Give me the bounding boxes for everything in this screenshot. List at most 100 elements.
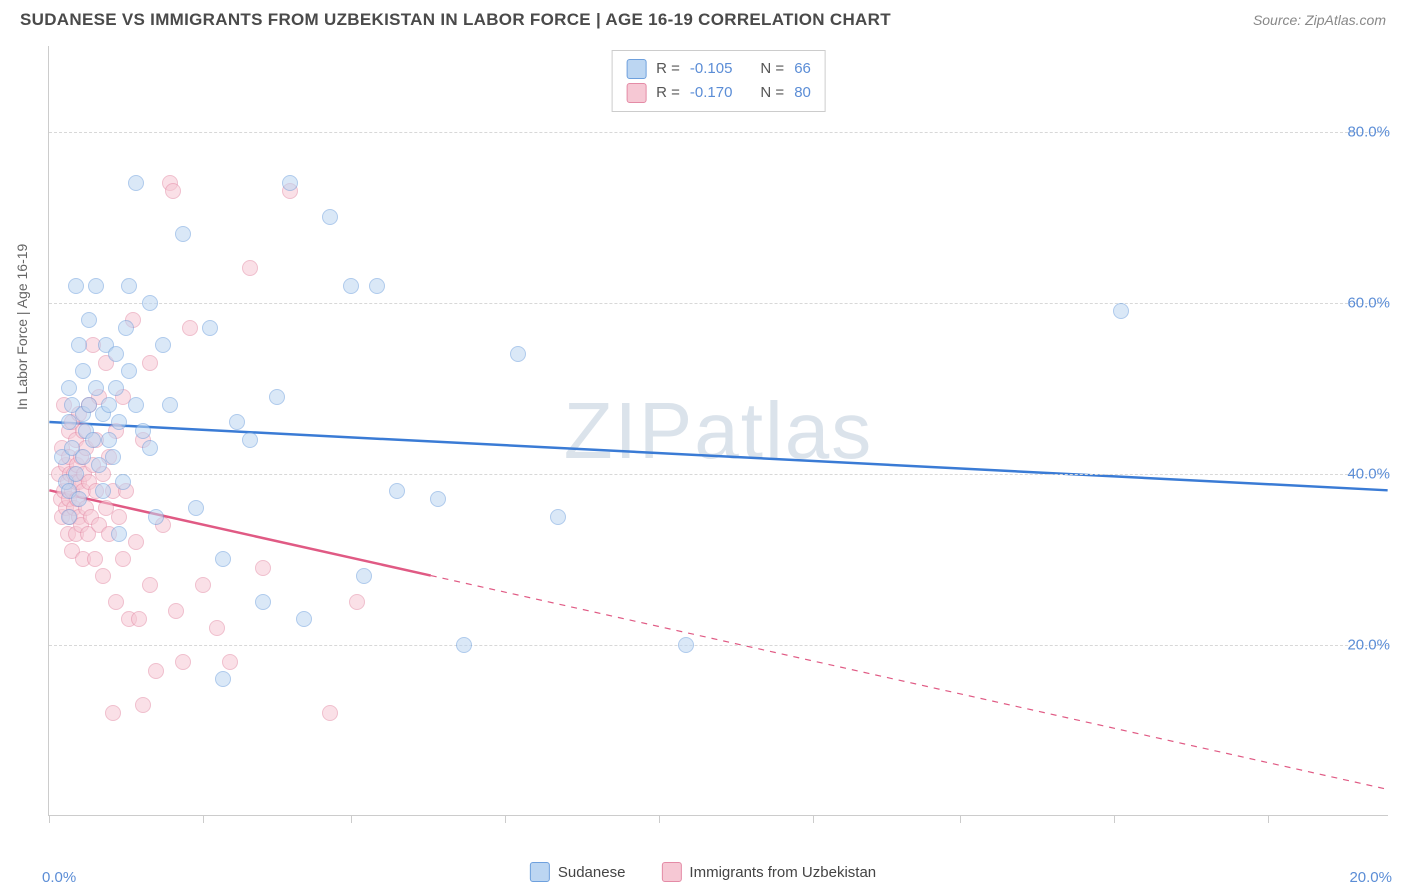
scatter-point (68, 278, 84, 294)
r-value-uzbek: -0.170 (690, 81, 733, 105)
scatter-point (61, 509, 77, 525)
x-tick (505, 815, 506, 823)
scatter-point (356, 568, 372, 584)
scatter-point (75, 449, 91, 465)
r-label: R = (656, 81, 680, 105)
n-value-sudanese: 66 (794, 57, 811, 81)
scatter-point (215, 671, 231, 687)
scatter-point (128, 175, 144, 191)
scatter-point (202, 320, 218, 336)
scatter-point (135, 697, 151, 713)
gridline (49, 645, 1388, 646)
scatter-point (222, 654, 238, 670)
chart-title: SUDANESE VS IMMIGRANTS FROM UZBEKISTAN I… (20, 10, 891, 30)
scatter-point (87, 551, 103, 567)
scatter-point (282, 175, 298, 191)
scatter-point (175, 226, 191, 242)
gridline (49, 132, 1388, 133)
scatter-point (101, 397, 117, 413)
scatter-point (142, 577, 158, 593)
scatter-point (175, 654, 191, 670)
scatter-point (155, 337, 171, 353)
scatter-point (255, 594, 271, 610)
scatter-point (118, 320, 134, 336)
series-legend: Sudanese Immigrants from Uzbekistan (530, 862, 876, 882)
scatter-point (115, 474, 131, 490)
x-tick (49, 815, 50, 823)
legend-row-uzbek: R = -0.170 N = 80 (626, 81, 811, 105)
scatter-point (142, 440, 158, 456)
scatter-point (111, 509, 127, 525)
y-axis-label: In Labor Force | Age 16-19 (14, 244, 30, 410)
scatter-point (242, 260, 258, 276)
scatter-point (229, 414, 245, 430)
scatter-point (121, 363, 137, 379)
scatter-point (322, 209, 338, 225)
scatter-point (81, 312, 97, 328)
gridline (49, 474, 1388, 475)
x-tick (960, 815, 961, 823)
scatter-point (255, 560, 271, 576)
x-tick (203, 815, 204, 823)
swatch-sudanese (626, 59, 646, 79)
scatter-point (349, 594, 365, 610)
legend-label-uzbek: Immigrants from Uzbekistan (689, 864, 876, 881)
scatter-point (115, 551, 131, 567)
r-label: R = (656, 57, 680, 81)
scatter-point (108, 594, 124, 610)
x-tick-last: 20.0% (1349, 869, 1392, 886)
scatter-point (88, 380, 104, 396)
gridline (49, 303, 1388, 304)
swatch-sudanese-bottom (530, 862, 550, 882)
scatter-point (111, 414, 127, 430)
scatter-point (108, 380, 124, 396)
scatter-point (550, 509, 566, 525)
scatter-point (343, 278, 359, 294)
scatter-point (389, 483, 405, 499)
y-tick-label: 80.0% (1347, 123, 1390, 140)
legend-item-uzbek: Immigrants from Uzbekistan (661, 862, 876, 882)
scatter-point (1113, 303, 1129, 319)
scatter-point (322, 705, 338, 721)
scatter-point (142, 295, 158, 311)
swatch-uzbek-bottom (661, 862, 681, 882)
scatter-point (678, 637, 694, 653)
scatter-point (242, 432, 258, 448)
scatter-point (430, 491, 446, 507)
scatter-point (85, 432, 101, 448)
scatter-chart: ZIPatlas R = -0.105 N = 66 R = -0.170 N … (48, 46, 1388, 816)
scatter-point (108, 346, 124, 362)
scatter-point (101, 432, 117, 448)
y-tick-label: 20.0% (1347, 636, 1390, 653)
scatter-point (68, 466, 84, 482)
scatter-point (105, 449, 121, 465)
scatter-point (188, 500, 204, 516)
scatter-point (71, 491, 87, 507)
scatter-point (369, 278, 385, 294)
scatter-point (148, 509, 164, 525)
scatter-point (456, 637, 472, 653)
scatter-point (111, 526, 127, 542)
chart-header: SUDANESE VS IMMIGRANTS FROM UZBEKISTAN I… (0, 0, 1406, 36)
legend-item-sudanese: Sudanese (530, 862, 626, 882)
scatter-point (128, 397, 144, 413)
scatter-point (510, 346, 526, 362)
scatter-point (195, 577, 211, 593)
scatter-point (61, 380, 77, 396)
scatter-point (162, 397, 178, 413)
x-tick (351, 815, 352, 823)
scatter-point (131, 611, 147, 627)
x-tick (659, 815, 660, 823)
r-value-sudanese: -0.105 (690, 57, 733, 81)
scatter-point (215, 551, 231, 567)
source-attribution: Source: ZipAtlas.com (1253, 12, 1386, 28)
scatter-point (95, 568, 111, 584)
correlation-legend: R = -0.105 N = 66 R = -0.170 N = 80 (611, 50, 826, 112)
scatter-point (105, 705, 121, 721)
swatch-uzbek (626, 83, 646, 103)
legend-label-sudanese: Sudanese (558, 864, 626, 881)
scatter-point (135, 423, 151, 439)
scatter-point (71, 337, 87, 353)
x-tick-first: 0.0% (42, 869, 76, 886)
n-label: N = (760, 57, 784, 81)
